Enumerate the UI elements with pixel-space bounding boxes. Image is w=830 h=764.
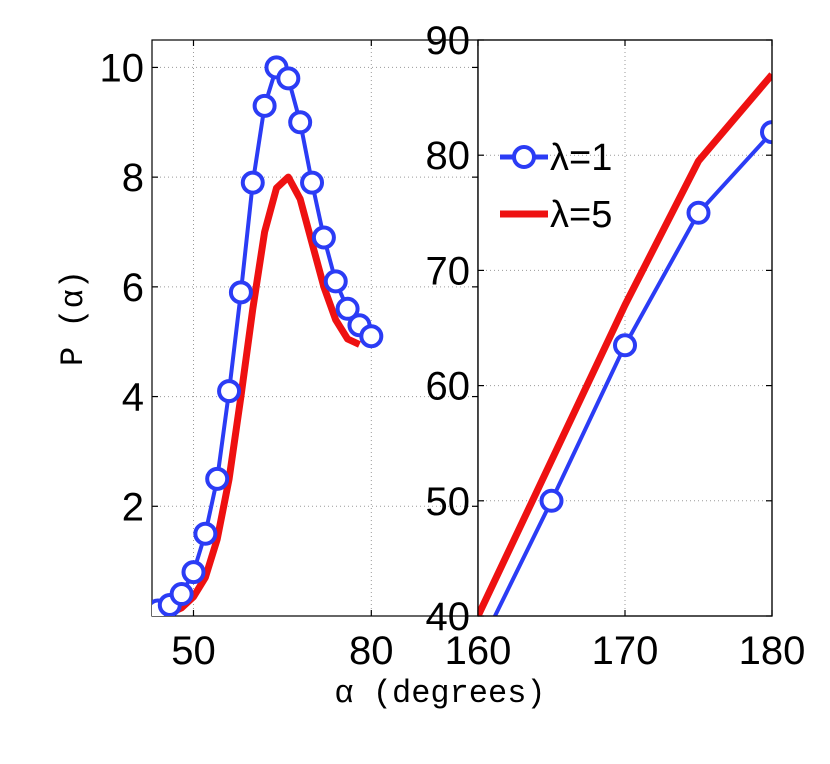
data-point	[288, 110, 313, 135]
y-tick-label: 4	[122, 376, 144, 420]
y-tick-label: 2	[122, 485, 144, 529]
data-point	[193, 521, 218, 546]
legend-label-series-2: λ=5	[550, 194, 612, 236]
data-point	[613, 333, 637, 358]
x-axis-label: α (degrees)	[334, 675, 545, 712]
x-tick-label: 180	[739, 629, 806, 673]
legend: λ=1 λ=5	[500, 137, 612, 236]
y-tick-label: 6	[122, 266, 144, 310]
legend-marker-series-1	[512, 145, 536, 169]
data-point	[323, 269, 348, 294]
y-tick-label: 8	[122, 156, 144, 200]
right-series-layer	[478, 72, 772, 616]
data-point	[240, 170, 265, 195]
data-point	[169, 582, 194, 607]
data-point	[335, 296, 360, 321]
series-line-λ=5	[478, 72, 772, 616]
data-point	[217, 379, 242, 404]
data-point	[252, 93, 277, 118]
data-point	[311, 225, 336, 250]
data-point	[359, 324, 384, 349]
data-point	[228, 280, 253, 305]
x-tick-label: 80	[349, 629, 394, 673]
right-panel: 160 170 180 40 50 60 70 80 90	[426, 19, 806, 673]
left-series-layer	[152, 55, 384, 616]
y-tick-label: 40	[426, 595, 471, 639]
y-tick-label: 10	[100, 46, 145, 90]
right-frame-edge	[477, 39, 773, 617]
data-point	[300, 170, 325, 195]
right-tick-labels: 160 170 180 40 50 60 70 80 90	[426, 19, 806, 673]
data-point	[181, 560, 206, 585]
series-line-λ=5	[168, 173, 361, 616]
x-tick-label: 170	[592, 629, 659, 673]
data-point	[205, 466, 230, 491]
data-point	[686, 200, 711, 225]
y-tick-label: 80	[426, 134, 471, 178]
y-tick-label: 50	[426, 480, 471, 524]
x-tick-label: 50	[171, 629, 216, 673]
data-point	[760, 120, 772, 145]
y-tick-label: 90	[426, 19, 471, 63]
data-point	[539, 488, 564, 513]
left-tick-labels: 50 80 2 4 6 8 10	[100, 46, 394, 673]
legend-label-series-1: λ=1	[550, 137, 612, 179]
x-tick-label: 160	[445, 629, 512, 673]
y-tick-label: 70	[426, 249, 471, 293]
left-ticks	[152, 40, 478, 616]
data-point	[276, 66, 301, 91]
y-tick-label: 60	[426, 365, 471, 409]
left-panel: 50 80 2 4 6 8 10	[100, 39, 479, 673]
y-axis-label: P (α)	[55, 270, 92, 366]
